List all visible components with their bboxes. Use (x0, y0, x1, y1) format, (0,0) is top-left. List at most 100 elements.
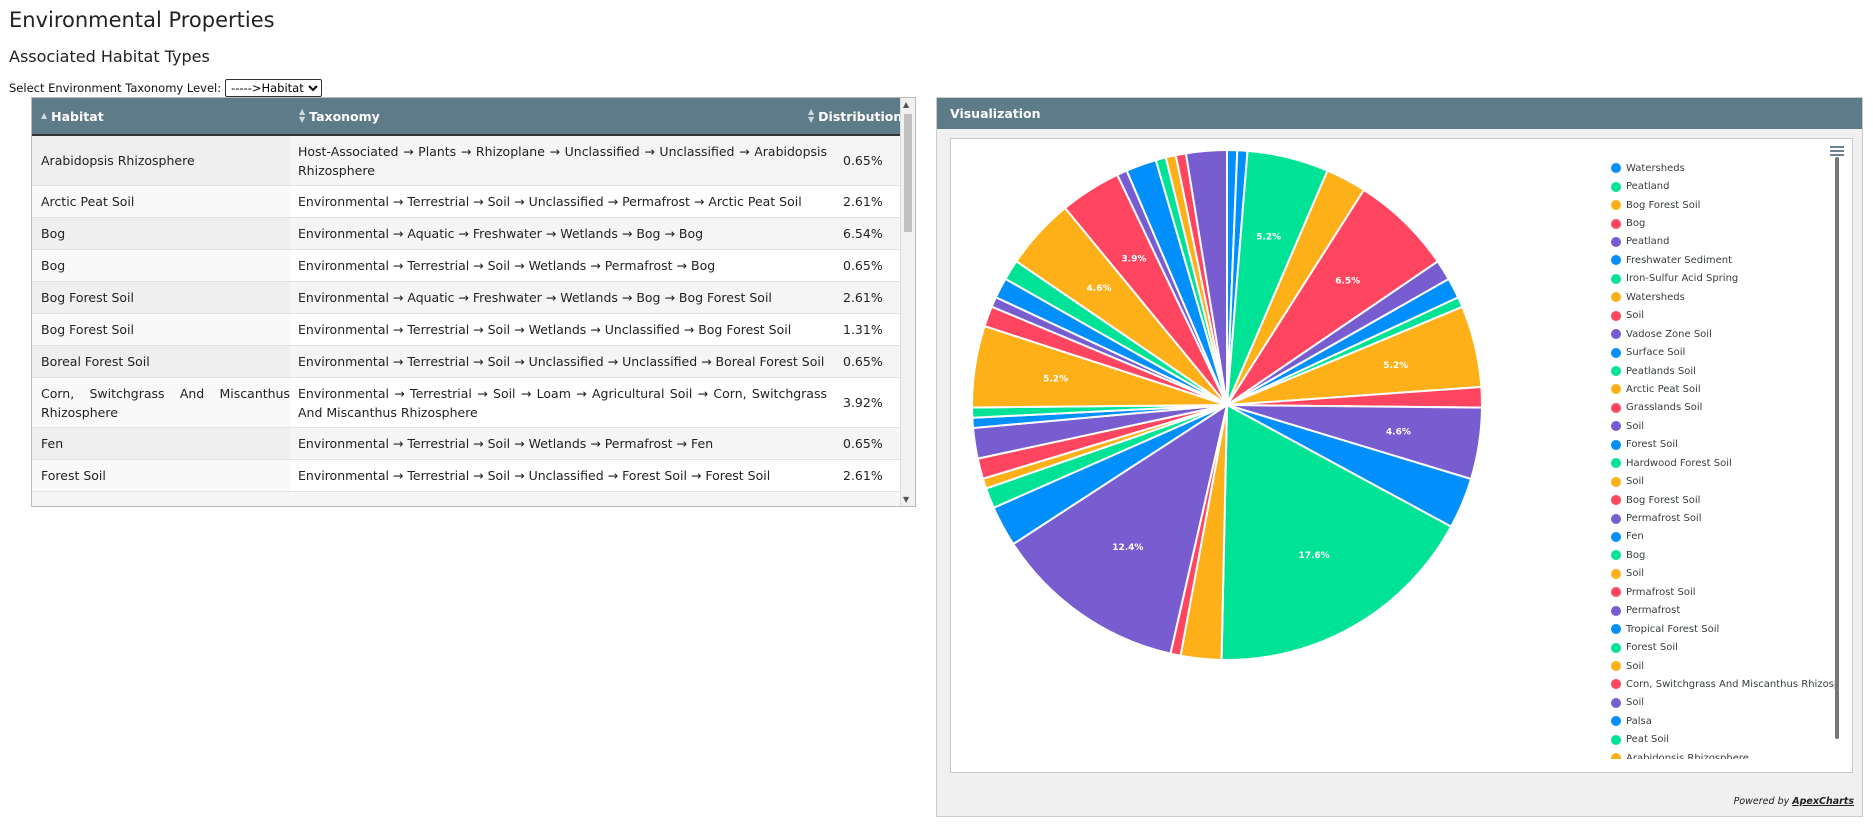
cell-taxonomy: Environmental → Aquatic → Freshwater → W… (298, 226, 704, 241)
sort-icon: ▲ (41, 111, 48, 120)
legend-item[interactable]: Fen (1611, 528, 1836, 546)
pie-slice[interactable] (1184, 148, 1228, 406)
legend-item[interactable]: Permafrost (1611, 602, 1836, 620)
table-row[interactable]: Corn, Switchgrass And Miscanthus Rhizosp… (32, 378, 900, 428)
apexcharts-link[interactable]: ApexCharts (1792, 796, 1854, 807)
legend-label: Hardwood Forest Soil (1626, 457, 1732, 469)
legend-label: Forest Soil (1626, 642, 1678, 654)
legend-item[interactable]: Hardwood Forest Soil (1611, 454, 1836, 472)
scroll-up-icon[interactable]: ▲ (903, 100, 910, 109)
legend-label: Soil (1626, 568, 1645, 580)
cell-distribution: 0.65% (843, 258, 883, 273)
legend-label: Soil (1626, 476, 1645, 488)
legend-item[interactable]: Palsa (1611, 712, 1836, 730)
legend-label: Watersheds (1626, 162, 1685, 174)
table-row[interactable]: Arabidopsis Rhizosphere Host-Associated … (32, 136, 900, 186)
table-row[interactable]: Boreal Forest Soil Environmental → Terre… (32, 346, 900, 378)
legend-item[interactable]: Soil (1611, 307, 1836, 325)
section-title: Associated Habitat Types (9, 47, 210, 66)
legend-item[interactable]: Bog Forest Soil (1611, 196, 1836, 214)
cell-taxonomy: Environmental → Aquatic → Freshwater → W… (298, 290, 772, 305)
legend-item[interactable]: Bog (1611, 214, 1836, 232)
table-row[interactable]: Bog Environmental → Aquatic → Freshwater… (32, 218, 900, 250)
legend-marker (1611, 550, 1621, 561)
legend-label: Arctic Peat Soil (1626, 383, 1701, 395)
cell-habitat: Arabidopsis Rhizosphere (41, 153, 195, 168)
legend-label: Watersheds (1626, 291, 1685, 303)
legend-item[interactable]: Soil (1611, 565, 1836, 583)
legend-item[interactable]: Arabidopsis Rhizosphere (1611, 749, 1836, 759)
legend-marker (1611, 697, 1621, 708)
legend-item[interactable]: Soil (1611, 417, 1836, 435)
legend-item[interactable]: Corn, Switchgrass And Miscanthus Rhizosp… (1611, 675, 1836, 693)
legend-item[interactable]: Surface Soil (1611, 343, 1836, 361)
chart-menu-icon[interactable] (1830, 144, 1844, 158)
legend-marker (1611, 734, 1621, 745)
cell-taxonomy: Environmental → Terrestrial → Soil → Unc… (298, 468, 771, 483)
visualization-panel: Visualization 5.2% 6.5% 5.2% 4.6% 17.6% 12.4%… (936, 97, 1863, 817)
legend-item[interactable]: Peatland (1611, 177, 1836, 195)
legend-item[interactable]: Forest Soil (1611, 436, 1836, 454)
legend-item[interactable]: Watersheds (1611, 288, 1836, 306)
legend-marker (1611, 753, 1621, 759)
legend-marker (1611, 218, 1621, 229)
table-body: Arabidopsis Rhizosphere Host-Associated … (32, 136, 900, 506)
table-row[interactable]: Forest Soil Environmental → Terrestrial … (32, 460, 900, 492)
table-row[interactable]: Bog Environmental → Terrestrial → Soil →… (32, 250, 900, 282)
legend-item[interactable]: Soil (1611, 472, 1836, 490)
legend-label: Peatland (1626, 236, 1670, 248)
table-scrollbar[interactable]: ▲ ▼ (900, 98, 915, 506)
legend-label: Soil (1626, 697, 1645, 709)
legend-item[interactable]: Watersheds (1611, 159, 1836, 177)
header-taxonomy[interactable]: ▲ ▼ Taxonomy (299, 98, 380, 134)
pie-slice[interactable] (1011, 402, 1229, 655)
table-row[interactable]: Fen Environmental → Terrestrial → Soil →… (32, 428, 900, 460)
legend-item[interactable]: Permafrost Soil (1611, 509, 1836, 527)
legend-marker (1611, 236, 1621, 247)
table-row[interactable]: Arctic Peat Soil Environmental → Terrest… (32, 186, 900, 218)
scroll-down-icon[interactable]: ▼ (903, 495, 910, 504)
legend-scrollbar[interactable] (1835, 157, 1839, 739)
header-habitat[interactable]: ▲ Habitat (41, 98, 104, 134)
pie-slice[interactable] (1220, 403, 1453, 661)
cell-taxonomy: Environmental → Terrestrial → Soil → Loa… (298, 385, 827, 420)
legend-item[interactable]: Prmafrost Soil (1611, 583, 1836, 601)
legend-label: Forest Soil (1626, 439, 1678, 451)
legend-item[interactable]: Vadose Zone Soil (1611, 325, 1836, 343)
scrollbar-thumb[interactable] (904, 114, 912, 232)
legend-label: Permafrost (1626, 605, 1681, 617)
slice-label: 5.2% (1256, 233, 1281, 243)
legend-marker (1611, 421, 1621, 432)
legend-label: Palsa (1626, 715, 1652, 727)
legend-item[interactable]: Soil (1611, 657, 1836, 675)
legend-label: Bog (1626, 549, 1646, 561)
cell-habitat: Arctic Peat Soil (41, 194, 135, 209)
table-row[interactable] (32, 492, 900, 506)
legend-item[interactable]: Peatland (1611, 233, 1836, 251)
legend-item[interactable]: Peat Soil (1611, 731, 1836, 749)
legend-item[interactable]: Soil (1611, 694, 1836, 712)
table-row[interactable]: Bog Forest Soil Environmental → Aquatic … (32, 282, 900, 314)
cell-distribution: 2.61% (843, 194, 883, 209)
cell-taxonomy: Host-Associated → Plants → Rhizoplane → … (298, 143, 827, 178)
table-row[interactable]: Bog Forest Soil Environmental → Terrestr… (32, 314, 900, 346)
legend-item[interactable]: Bog Forest Soil (1611, 491, 1836, 509)
legend-item[interactable]: Bog (1611, 546, 1836, 564)
legend-item[interactable]: Freshwater Sediment (1611, 251, 1836, 269)
cell-habitat: Boreal Forest Soil (41, 354, 150, 369)
legend-item[interactable]: Grasslands Soil (1611, 399, 1836, 417)
legend-item[interactable]: Peatlands Soil (1611, 362, 1836, 380)
powered-by[interactable]: Powered by ApexCharts (1734, 796, 1854, 807)
taxonomy-level-row: Select Environment Taxonomy Level: -----… (9, 79, 323, 97)
legend-marker (1611, 476, 1621, 487)
legend-item[interactable]: Tropical Forest Soil (1611, 620, 1836, 638)
legend-item[interactable]: Arctic Peat Soil (1611, 380, 1836, 398)
chart-container: 5.2% 6.5% 5.2% 4.6% 17.6% 12.4% 5.2% 4.6% 3.9% W… (950, 138, 1853, 773)
taxonomy-level-select[interactable]: ----->Habitat (225, 79, 323, 97)
legend-item[interactable]: Forest Soil (1611, 638, 1836, 656)
header-distribution[interactable]: ▲ ▼ Distribution (808, 98, 902, 134)
legend-marker (1611, 347, 1621, 358)
legend-item[interactable]: Iron-Sulfur Acid Spring (1611, 270, 1836, 288)
legend-marker (1611, 661, 1621, 672)
legend-marker (1611, 329, 1621, 340)
